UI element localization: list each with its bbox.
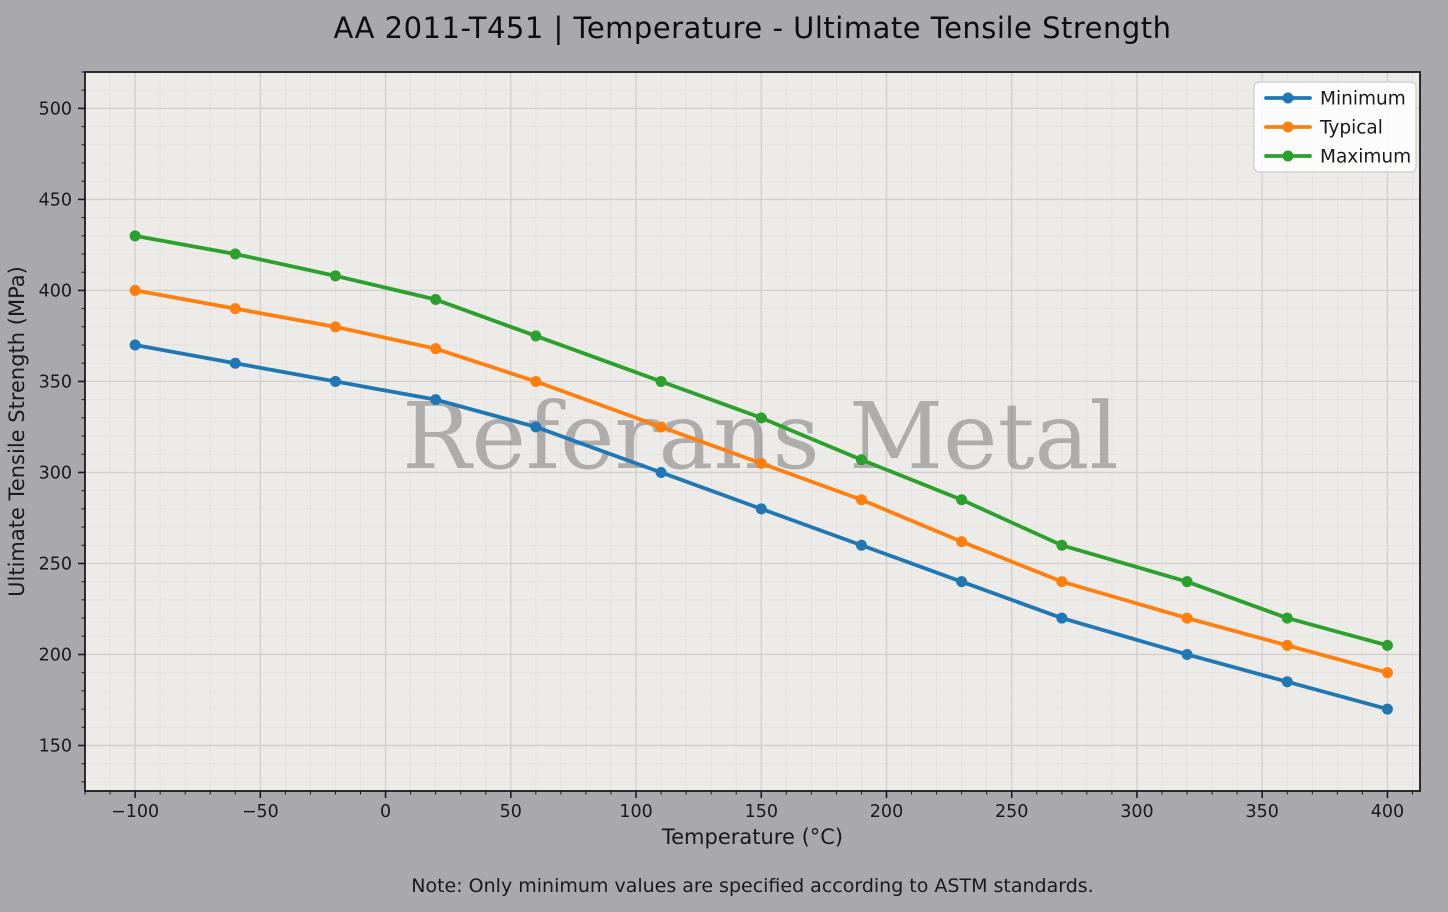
y-tick-label: 150: [39, 736, 72, 756]
data-point-maximum: [956, 494, 968, 506]
data-point-typical: [956, 536, 968, 548]
legend-item-typical: Typical: [1264, 118, 1383, 139]
data-point-typical: [229, 303, 241, 315]
data-point-typical: [1281, 639, 1293, 651]
data-point-typical: [129, 284, 141, 296]
data-point-maximum: [655, 375, 667, 387]
data-point-typical: [755, 457, 767, 469]
y-tick-label: 500: [39, 99, 72, 119]
data-point-maximum: [1381, 639, 1393, 651]
data-point-maximum: [329, 270, 341, 282]
data-point-minimum: [956, 576, 968, 588]
series-group: [129, 230, 1393, 715]
legend-swatch-marker: [1282, 92, 1294, 104]
x-tick-label: 0: [380, 802, 391, 822]
grid-minor: [84, 71, 1420, 791]
legend-item-label: Typical: [1319, 118, 1383, 139]
plot-area: [85, 72, 1420, 791]
y-tick-label: 300: [39, 463, 72, 483]
plot-border: [84, 71, 1421, 792]
note-text: Note: Only minimum values are specified …: [411, 875, 1094, 897]
data-point-maximum: [129, 230, 141, 242]
data-point-typical: [430, 343, 442, 355]
data-point-typical: [855, 494, 867, 506]
legend: Minimum Typical Maximum: [1253, 81, 1417, 173]
data-point-typical: [1181, 612, 1193, 624]
legend-swatch-marker: [1282, 121, 1294, 133]
x-tick-label: −100: [111, 802, 159, 822]
legend-item-minimum: Minimum: [1264, 89, 1406, 110]
x-tick-label: 50: [500, 802, 522, 822]
axes: −100 −50 0 50 100 150 200 250 300 350 400 150 200 250…: [39, 71, 1421, 822]
legend-item-label: Maximum: [1320, 147, 1411, 168]
data-point-minimum: [1281, 676, 1293, 688]
data-point-maximum: [1181, 576, 1193, 588]
y-tick-label: 250: [39, 554, 72, 574]
x-tick-label: 250: [995, 802, 1028, 822]
data-point-minimum: [229, 357, 241, 369]
data-point-typical: [1381, 667, 1393, 679]
chart-title: AA 2011-T451 | Temperature - Ultimate Te…: [333, 11, 1172, 45]
data-point-minimum: [655, 466, 667, 478]
data-point-typical: [530, 375, 542, 387]
data-point-minimum: [1381, 703, 1393, 715]
x-tick-label: 300: [1120, 802, 1153, 822]
legend-item-maximum: Maximum: [1264, 147, 1411, 168]
x-tick-label: 350: [1246, 802, 1279, 822]
data-point-maximum: [855, 454, 867, 466]
data-point-minimum: [129, 339, 141, 351]
data-point-maximum: [530, 330, 542, 342]
x-tick-label: 400: [1371, 802, 1404, 822]
legend-swatch-marker: [1282, 150, 1294, 162]
x-axis-label: Temperature (°C): [661, 825, 843, 849]
data-point-minimum: [530, 421, 542, 433]
data-point-maximum: [1056, 539, 1068, 551]
watermark: Referans Metal: [402, 383, 1119, 490]
x-tick-label: 200: [870, 802, 903, 822]
data-point-maximum: [229, 248, 241, 260]
data-point-minimum: [1056, 612, 1068, 624]
x-tick-label: 150: [745, 802, 778, 822]
data-point-minimum: [430, 394, 442, 406]
y-tick-label: 400: [39, 281, 72, 301]
data-point-minimum: [1181, 648, 1193, 660]
data-point-typical: [655, 421, 667, 433]
y-tick-label: 350: [39, 372, 72, 392]
data-point-minimum: [755, 503, 767, 515]
data-point-minimum: [329, 375, 341, 387]
data-point-typical: [1056, 576, 1068, 588]
y-axis-label: Ultimate Tensile Strength (MPa): [5, 266, 29, 597]
data-point-minimum: [855, 539, 867, 551]
data-point-maximum: [1281, 612, 1293, 624]
legend-box: [1253, 81, 1417, 173]
legend-item-label: Minimum: [1320, 89, 1406, 110]
x-tick-label: −50: [242, 802, 279, 822]
y-tick-label: 200: [39, 645, 72, 665]
data-point-maximum: [430, 294, 442, 306]
data-point-typical: [329, 321, 341, 333]
x-tick-label: 100: [619, 802, 652, 822]
data-point-maximum: [755, 412, 767, 424]
y-tick-label: 450: [39, 190, 72, 210]
